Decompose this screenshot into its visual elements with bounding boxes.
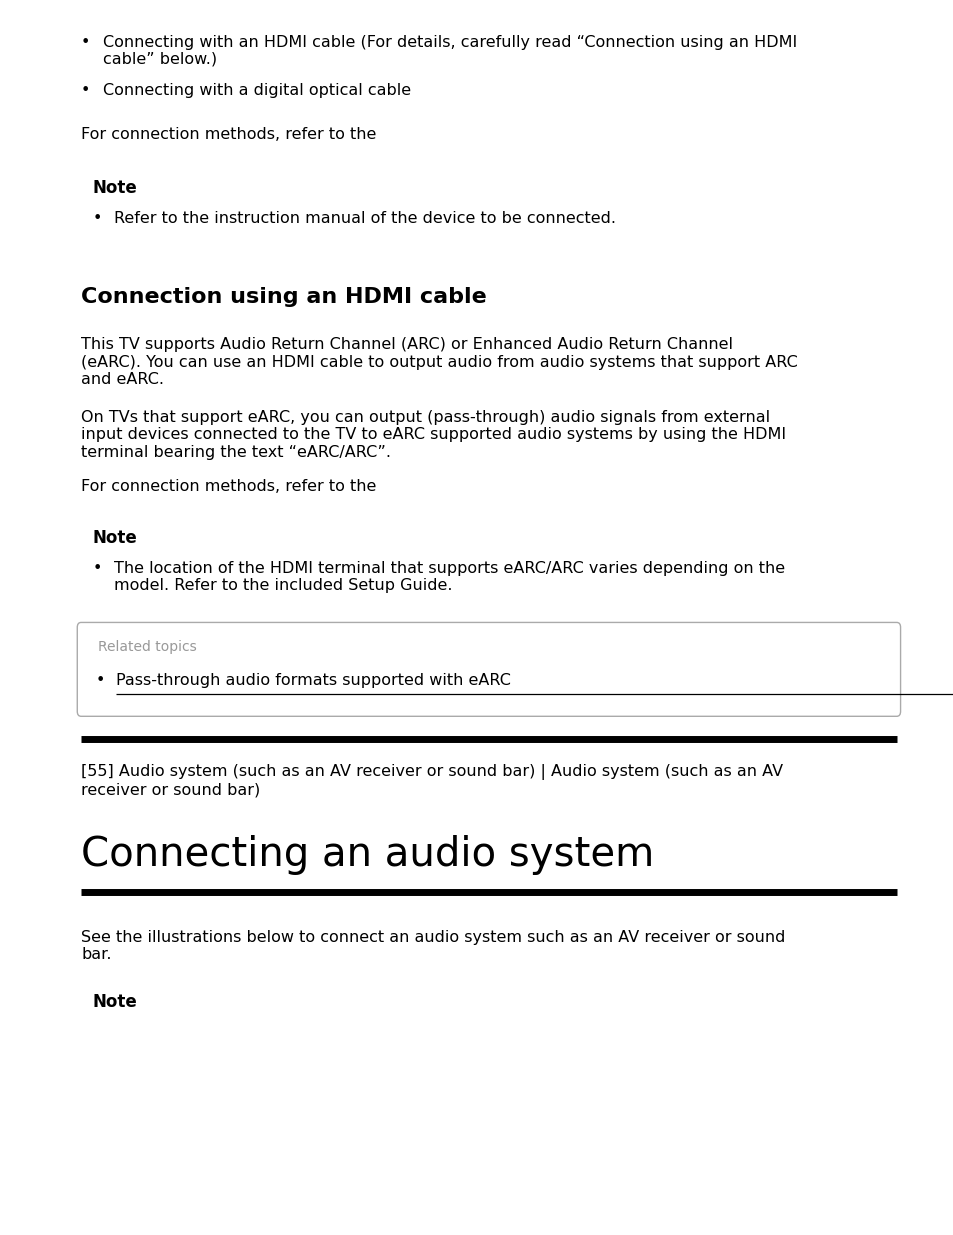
Text: This TV supports Audio Return Channel (ARC) or Enhanced Audio Return Channel
(eA: This TV supports Audio Return Channel (A… — [81, 337, 797, 387]
Text: •: • — [92, 561, 102, 576]
Text: Connecting an audio system: Connecting an audio system — [81, 835, 654, 874]
Text: •: • — [81, 35, 91, 49]
Text: For connection methods, refer to the: For connection methods, refer to the — [81, 127, 381, 142]
Text: On TVs that support eARC, you can output (pass-through) audio signals from exter: On TVs that support eARC, you can output… — [81, 410, 785, 459]
Text: •: • — [81, 83, 91, 98]
Text: See the illustrations below to connect an audio system such as an AV receiver or: See the illustrations below to connect a… — [81, 930, 784, 962]
Text: Pass-through audio formats supported with eARC: Pass-through audio formats supported wit… — [116, 673, 511, 688]
Text: Connecting with a digital optical cable: Connecting with a digital optical cable — [103, 83, 411, 98]
Text: [55] Audio system (such as an AV receiver or sound bar) | Audio system (such as : [55] Audio system (such as an AV receive… — [81, 764, 782, 798]
Text: Note: Note — [92, 179, 137, 198]
Text: Note: Note — [92, 529, 137, 547]
Text: Related topics: Related topics — [98, 640, 197, 653]
Text: For connection methods, refer to the: For connection methods, refer to the — [81, 479, 381, 494]
Text: •: • — [95, 673, 105, 688]
Text: Note: Note — [92, 993, 137, 1011]
Text: Connecting with an HDMI cable (For details, carefully read “Connection using an : Connecting with an HDMI cable (For detai… — [103, 35, 797, 67]
Text: •: • — [92, 211, 102, 226]
Text: Connection using an HDMI cable: Connection using an HDMI cable — [81, 287, 486, 306]
Text: Refer to the instruction manual of the device to be connected.: Refer to the instruction manual of the d… — [114, 211, 616, 226]
Text: The location of the HDMI terminal that supports eARC/ARC varies depending on the: The location of the HDMI terminal that s… — [114, 561, 784, 593]
FancyBboxPatch shape — [77, 622, 900, 716]
